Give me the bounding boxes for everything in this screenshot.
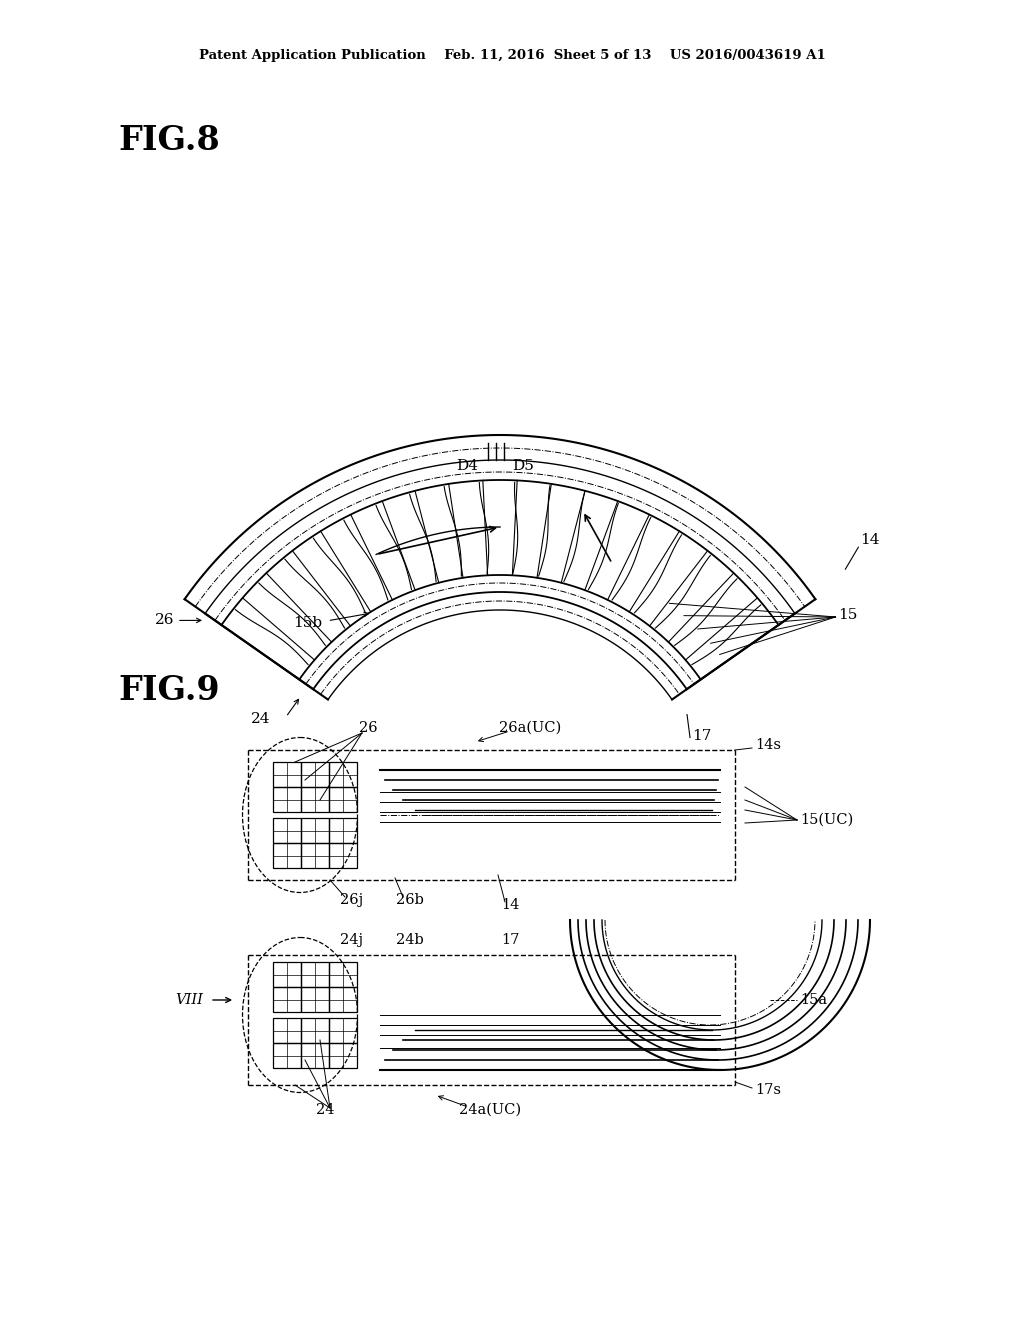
Text: 15: 15 (839, 609, 858, 622)
Bar (301, 762, 329, 787)
Bar (301, 787, 329, 812)
Bar (329, 987, 357, 1012)
Text: 14: 14 (501, 898, 519, 912)
Bar (301, 843, 329, 869)
Bar (273, 843, 301, 869)
Text: 15a: 15a (800, 993, 827, 1007)
Text: 24a(UC): 24a(UC) (459, 1104, 521, 1117)
Text: 17: 17 (501, 933, 519, 946)
Bar (329, 787, 357, 812)
Bar (273, 1043, 301, 1068)
Bar (301, 1018, 329, 1043)
Bar (301, 1043, 329, 1068)
Text: 15b: 15b (293, 616, 323, 630)
Bar (273, 962, 301, 987)
Bar (329, 1043, 357, 1068)
Bar (329, 1018, 357, 1043)
Text: 26: 26 (156, 614, 175, 627)
Text: 14: 14 (860, 533, 880, 548)
Text: 26a(UC): 26a(UC) (499, 721, 561, 735)
Bar (301, 818, 329, 843)
Text: 26j: 26j (340, 894, 364, 907)
Bar (301, 987, 329, 1012)
Bar (273, 762, 301, 787)
Bar (273, 987, 301, 1012)
Bar (329, 818, 357, 843)
Text: 24: 24 (251, 711, 271, 726)
Text: FIG.9: FIG.9 (118, 673, 219, 706)
Bar (329, 762, 357, 787)
Bar (301, 962, 329, 987)
Text: 17: 17 (692, 729, 712, 743)
Text: D4: D4 (456, 459, 478, 473)
Text: 24: 24 (315, 1104, 334, 1117)
Bar (273, 787, 301, 812)
Text: 14s: 14s (755, 738, 781, 752)
Text: 26: 26 (358, 721, 377, 735)
Text: VIII: VIII (175, 993, 203, 1007)
Text: Patent Application Publication    Feb. 11, 2016  Sheet 5 of 13    US 2016/004361: Patent Application Publication Feb. 11, … (199, 49, 825, 62)
Text: 24b: 24b (396, 933, 424, 946)
Text: D5: D5 (512, 459, 534, 473)
Text: FIG.8: FIG.8 (118, 124, 220, 157)
Bar (329, 843, 357, 869)
Text: 24j: 24j (340, 933, 364, 946)
Text: 15(UC): 15(UC) (800, 813, 853, 828)
Text: 17s: 17s (755, 1082, 781, 1097)
Text: 26b: 26b (396, 894, 424, 907)
Bar (273, 818, 301, 843)
Bar (273, 1018, 301, 1043)
Bar (329, 962, 357, 987)
